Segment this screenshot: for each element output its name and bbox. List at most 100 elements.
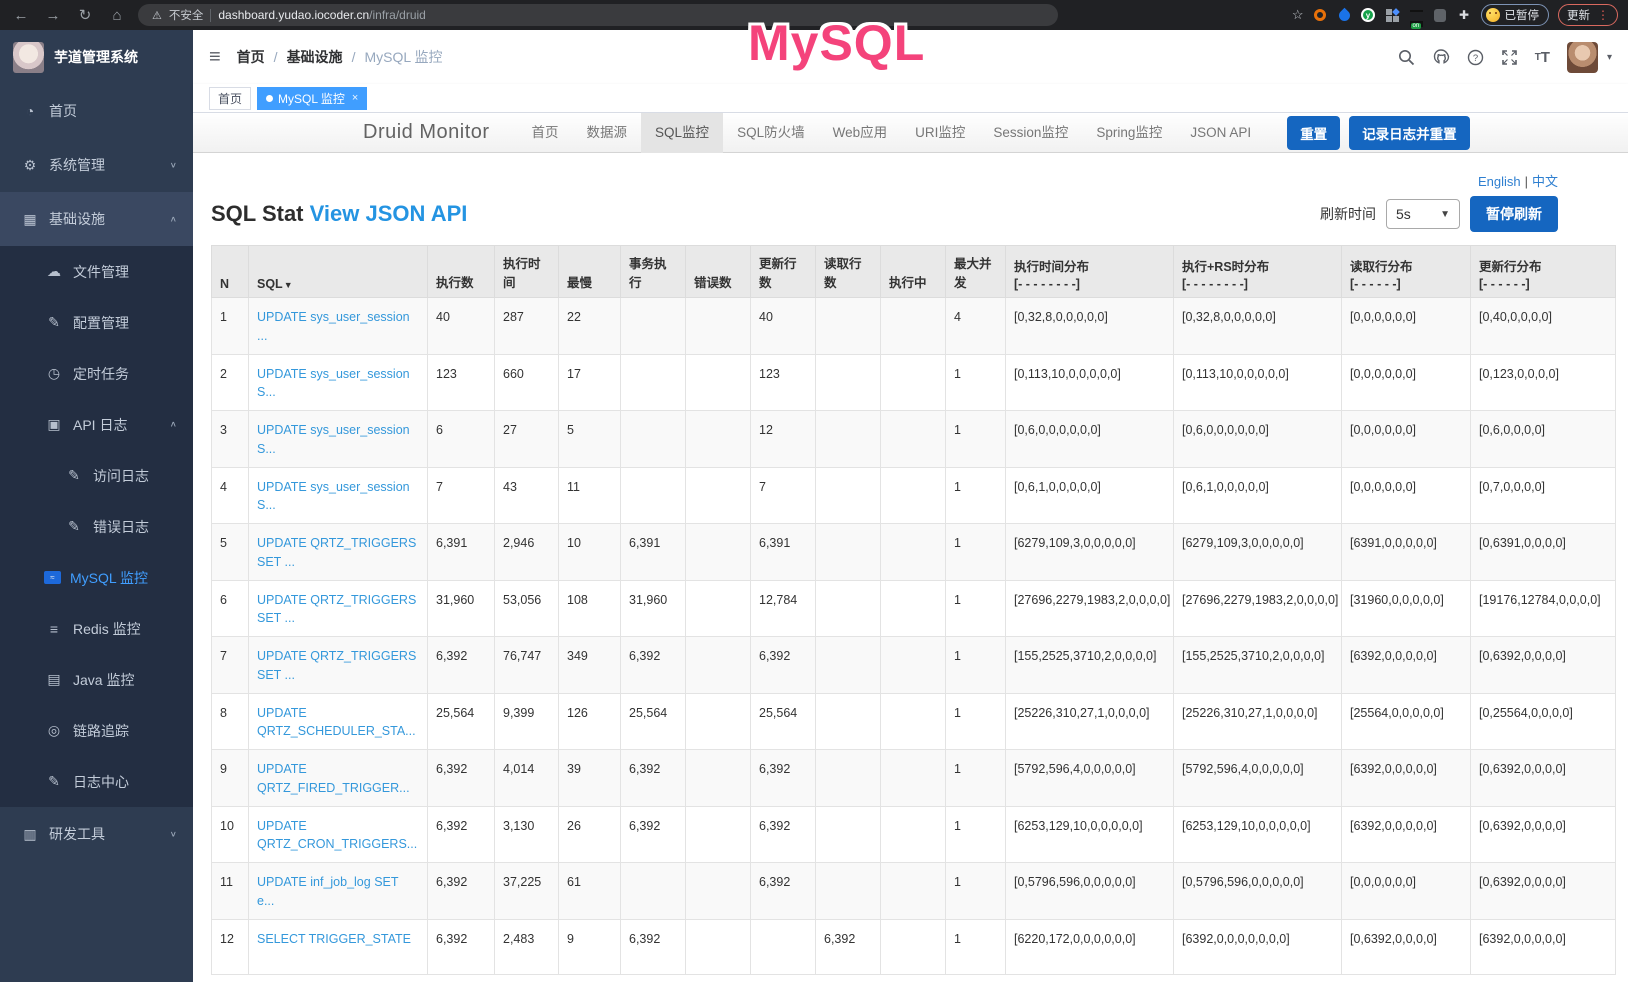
sql-link[interactable]: UPDATE QRTZ_TRIGGERS SET ... [257, 649, 417, 682]
sidebar-item-error-log[interactable]: ✎ 错误日志 [0, 501, 193, 552]
sql-link[interactable]: UPDATE QRTZ_TRIGGERS SET ... [257, 536, 417, 569]
druid-tab[interactable]: JSON API [1190, 124, 1252, 140]
cell-read_rows [815, 579, 881, 637]
extension-y-icon[interactable]: y [1361, 8, 1376, 23]
user-avatar[interactable] [1566, 41, 1598, 73]
druid-tab[interactable]: URI监控 [915, 124, 966, 140]
cell-read_row_dist: [0,0,0,0,0,0] [1341, 466, 1471, 524]
cell-errors [685, 523, 751, 581]
app-logo: 芋道管理系统 [0, 30, 193, 84]
profile-emoji-icon [1485, 8, 1500, 22]
sql-link[interactable]: UPDATE sys_user_session S... [257, 423, 410, 456]
cell-exec_rs_dist: [6392,0,0,0,0,0,0,0] [1173, 918, 1342, 975]
sidebar-item-access-log[interactable]: ✎ 访问日志 [0, 450, 193, 501]
druid-content: English | 中文 SQL Stat View JSON API 刷新时间 5… [193, 153, 1628, 982]
browser-forward-icon[interactable]: → [45, 6, 61, 24]
chrome-update-button[interactable]: 更新 ⋮ [1558, 4, 1618, 26]
sql-link[interactable]: SELECT TRIGGER_STATE [257, 931, 411, 946]
sidebar-item-tracing[interactable]: ◎ 链路追踪 [0, 705, 193, 756]
sidebar-item-mysql[interactable]: ≈ MySQL 监控 [0, 552, 193, 603]
cell-exec_time_dist: [0,113,10,0,0,0,0,0] [1005, 353, 1174, 411]
sidebar-item-log-center[interactable]: ✎ 日志中心 [0, 756, 193, 807]
cell-exec_time_dist: [0,32,8,0,0,0,0,0] [1005, 297, 1174, 355]
druid-tab[interactable]: 首页 [531, 124, 559, 140]
browser-menu-dots-icon[interactable]: ⋮ [1597, 8, 1609, 22]
address-bar[interactable]: ⚠ 不安全 dashboard.yudao.iocoder.cn/infra/d… [138, 4, 1058, 26]
sort-desc-icon[interactable]: ▼ [283, 280, 293, 290]
close-icon[interactable]: × [351, 92, 359, 104]
sidebar-item-dev-tools[interactable]: ▥ 研发工具 ∨ [0, 807, 193, 861]
druid-tab[interactable]: SQL防火墙 [737, 124, 805, 140]
cell-read_row_dist: [0,0,0,0,0,0] [1341, 297, 1471, 355]
fullscreen-icon[interactable] [1501, 49, 1518, 66]
table-header-row: N SQL▼ 执行数 执行时间 最慢 事务执行 错误数 更新行数 读取行数 执行中 最大并发 执行时间… [211, 245, 1616, 298]
browser-home-icon[interactable]: ⌂ [112, 6, 122, 24]
table-row: 9 UPDATE QRTZ_FIRED_TRIGGER... 6,392 4,014 3… [211, 749, 1616, 807]
extensions-puzzle-icon[interactable]: ✚ [1458, 8, 1470, 22]
cell-update_rows: 6,392 [750, 805, 816, 863]
user-menu-caret-icon[interactable]: ▾ [1606, 51, 1612, 63]
extension-drop-icon[interactable] [1336, 7, 1352, 23]
cell-exec_time: 4,014 [494, 749, 559, 807]
extension-donut-icon[interactable] [1313, 8, 1328, 23]
cell-max_concurrent: 1 [945, 466, 1006, 524]
col-header-sql[interactable]: SQL▼ [248, 245, 428, 298]
tags-view-bar: 首页 MySQL 监控 × [193, 84, 1628, 113]
browser-back-icon[interactable]: ← [13, 6, 29, 24]
druid-tab[interactable]: Spring监控 [1096, 124, 1163, 140]
extension-grid-icon[interactable] [1385, 7, 1400, 23]
druid-tab[interactable]: Web应用 [832, 124, 888, 140]
bookmark-star-icon[interactable]: ☆ [1291, 7, 1304, 22]
sidebar-item-cron-jobs[interactable]: ◷ 定时任务 [0, 348, 193, 399]
breadcrumb-item[interactable]: 基础设施 [286, 49, 343, 65]
sql-link[interactable]: UPDATE QRTZ_CRON_TRIGGERS... [257, 818, 418, 852]
help-icon[interactable]: ? [1467, 49, 1484, 66]
cell-tx_exec: 6,392 [620, 749, 686, 807]
github-icon[interactable] [1432, 48, 1450, 66]
search-icon[interactable] [1398, 49, 1415, 66]
sql-link[interactable]: UPDATE QRTZ_FIRED_TRIGGER... [257, 762, 410, 795]
lang-english-link[interactable]: English [1477, 174, 1521, 189]
sql-link[interactable]: UPDATE sys_user_session S... [257, 366, 410, 400]
sql-link[interactable]: UPDATE QRTZ_TRIGGERS SET ... [257, 592, 417, 626]
sidebar-item-java[interactable]: ▤ Java 监控 [0, 654, 193, 705]
extension-list-on-icon[interactable]: on [1409, 8, 1424, 29]
browser-reload-icon[interactable]: ↻ [78, 7, 92, 24]
sidebar-item-config-mgmt[interactable]: ✎ 配置管理 [0, 297, 193, 348]
profile-paused-pill[interactable]: 已暂停 [1480, 4, 1549, 26]
sidebar-item-file-mgmt[interactable]: ☁ 文件管理 [0, 246, 193, 297]
col-header-tx_exec: 事务执行 [620, 245, 686, 298]
sql-link[interactable]: UPDATE sys_user_session S... [257, 479, 410, 513]
lang-chinese-link[interactable]: 中文 [1531, 174, 1558, 189]
collapse-sidebar-icon[interactable]: ≡ [209, 45, 221, 68]
sidebar-item-redis[interactable]: ≡ Redis 监控 [0, 603, 193, 654]
druid-tab[interactable]: 数据源 [586, 124, 628, 140]
druid-brand[interactable]: Druid Monitor [363, 121, 490, 143]
table-row: 2 UPDATE sys_user_session S... 123 660 17 123… [211, 353, 1616, 411]
pause-refresh-button[interactable]: 暂停刷新 [1470, 196, 1558, 232]
refresh-interval-select[interactable]: 5s ▼ [1386, 199, 1460, 229]
sql-link[interactable]: UPDATE sys_user_session ... [257, 310, 410, 343]
tag-view-item[interactable]: MySQL 监控 × [257, 86, 368, 110]
sidebar-item-system[interactable]: ⚙ 系统管理 ∨ [0, 138, 193, 192]
sql-link[interactable]: UPDATE inf_job_log SET e... [257, 875, 399, 908]
extension-gray-icon[interactable] [1433, 8, 1448, 23]
cell-exec_count: 6 [427, 410, 495, 468]
breadcrumb-item[interactable]: 首页 [236, 49, 265, 65]
druid-tab[interactable]: SQL监控 [641, 112, 724, 153]
sidebar-item-infra[interactable]: ▦ 基础设施 ∧ [0, 192, 193, 246]
tag-view-item[interactable]: 首页 [209, 86, 252, 110]
timer-icon: ◷ [47, 365, 61, 381]
druid-tab[interactable]: Session监控 [993, 124, 1069, 140]
log-and-reset-button[interactable]: 记录日志并重置 [1349, 115, 1470, 150]
sidebar-item-home[interactable]: ◔ 首页 [0, 84, 193, 138]
cell-sql: SELECT TRIGGER_STATE [248, 918, 428, 975]
cell-running [880, 749, 946, 807]
view-json-api-link[interactable]: View JSON API [309, 201, 468, 226]
sql-link[interactable]: UPDATE QRTZ_SCHEDULER_STA... [257, 705, 416, 739]
reset-button[interactable]: 重置 [1287, 115, 1341, 150]
sidebar-item-api-logs[interactable]: ▣ API 日志 ∧ [0, 399, 193, 450]
eye-icon: ◎ [47, 722, 61, 738]
cell-errors [685, 297, 751, 355]
